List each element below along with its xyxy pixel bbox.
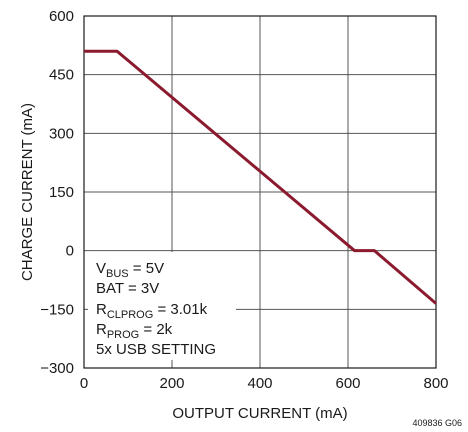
x-tick-label-3: 600 (335, 375, 360, 392)
y-tick-labels: 600 450 300 150 0 −150 −300 (40, 8, 74, 377)
note-vbus-main: V (96, 260, 106, 277)
y-tick-label-1: 450 (49, 67, 74, 84)
x-tick-label-0: 0 (80, 375, 88, 392)
x-tick-label-4: 800 (423, 375, 448, 392)
note-vbus-rest: = 5V (129, 260, 164, 277)
x-tick-label-1: 200 (159, 375, 184, 392)
note-rprog-rest: = 2k (139, 321, 172, 338)
note-rprog-main: R (96, 321, 107, 338)
note-rprog: RPROG = 2k (96, 321, 173, 341)
y-tick-label-6: −300 (40, 360, 74, 377)
note-vbus: VBUS = 5V (96, 260, 164, 280)
note-rclprog: RCLPROG = 3.01k (96, 301, 208, 321)
note-rprog-sub: PROG (107, 329, 139, 341)
x-tick-labels: 0 200 400 600 800 (80, 375, 449, 392)
series-group (84, 49, 437, 305)
y-tick-label-4: 0 (66, 243, 74, 260)
y-tick-label-0: 600 (49, 8, 74, 25)
note-rclprog-main: R (96, 301, 107, 318)
x-tick-label-2: 400 (247, 375, 272, 392)
series-line-0 (84, 49, 437, 305)
note-vbus-sub: BUS (106, 268, 129, 280)
note-setting: 5x USB SETTING (96, 341, 216, 358)
x-axis-label: OUTPUT CURRENT (mA) (172, 405, 347, 422)
note-rclprog-sub: CLPROG (107, 309, 153, 321)
note-rclprog-rest: = 3.01k (153, 301, 207, 318)
figure-id: 409836 G06 (412, 418, 462, 428)
plot-frame (83, 15, 437, 369)
note-bat: BAT = 3V (96, 280, 159, 297)
y-tick-label-2: 300 (49, 125, 74, 142)
y-tick-label-3: 150 (49, 184, 74, 201)
annotation-background (88, 252, 236, 360)
condition-notes: VBUS = 5V BAT = 3V RCLPROG = 3.01k RPROG… (96, 260, 216, 358)
y-tick-label-5: −150 (40, 301, 74, 318)
y-axis-label: CHARGE CURRENT (mA) (19, 103, 36, 281)
